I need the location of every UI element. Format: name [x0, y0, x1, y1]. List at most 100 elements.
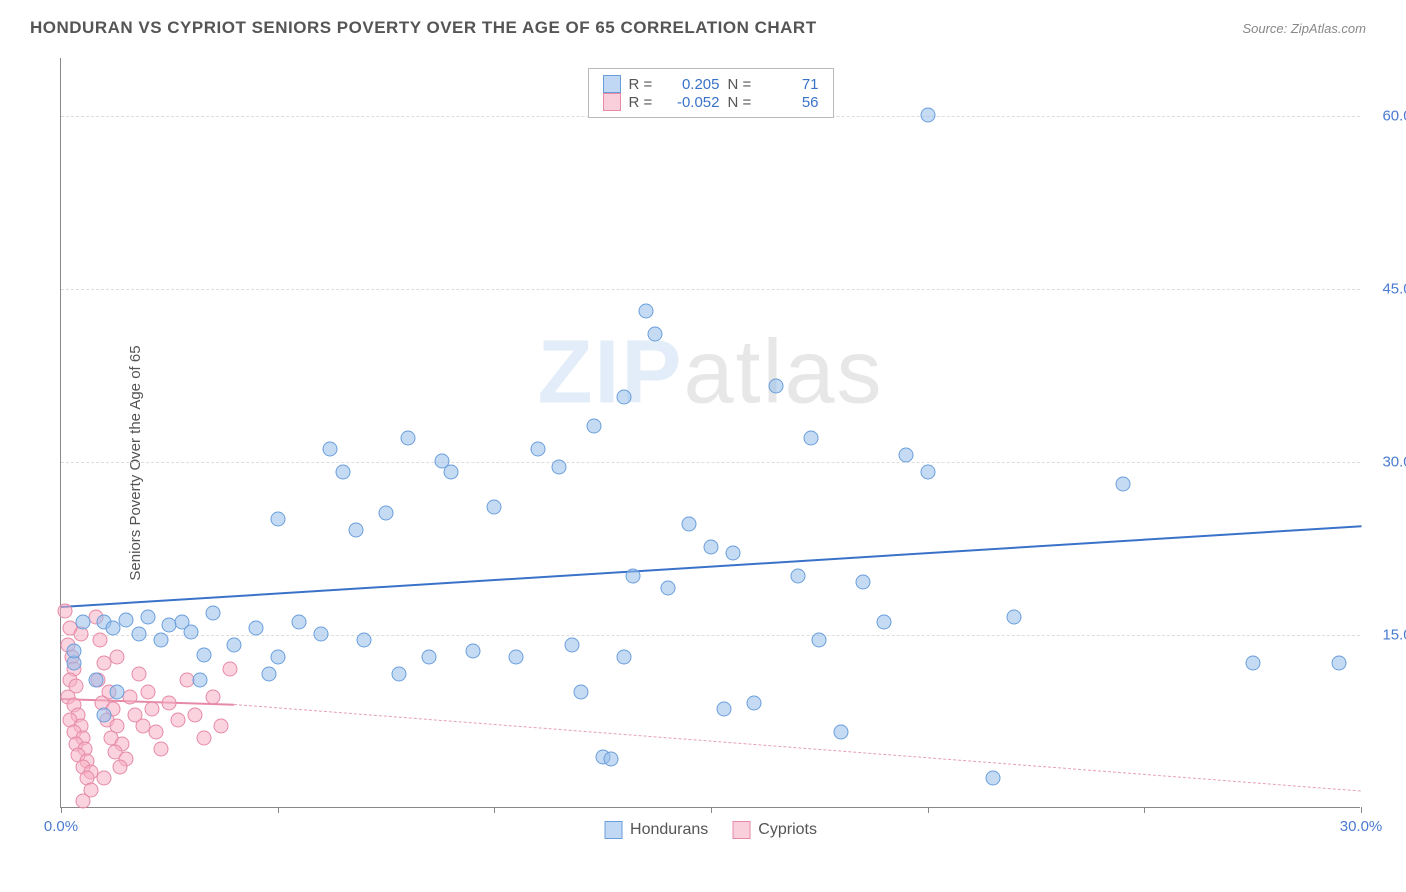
data-point: [197, 730, 212, 745]
data-point: [197, 647, 212, 662]
data-point: [123, 690, 138, 705]
chart-container: Seniors Poverty Over the Age of 65 ZIPat…: [0, 48, 1406, 878]
data-point: [322, 442, 337, 457]
data-point: [660, 580, 675, 595]
data-point: [192, 673, 207, 688]
data-point: [140, 609, 155, 624]
data-point: [184, 624, 199, 639]
data-point: [262, 667, 277, 682]
data-point: [639, 303, 654, 318]
data-point: [1007, 609, 1022, 624]
data-point: [145, 701, 160, 716]
data-point: [110, 650, 125, 665]
data-point: [704, 540, 719, 555]
data-point: [58, 603, 73, 618]
data-point: [587, 419, 602, 434]
data-point: [149, 725, 164, 740]
data-point: [617, 650, 632, 665]
data-point: [132, 667, 147, 682]
data-point: [314, 626, 329, 641]
data-point: [422, 650, 437, 665]
data-point: [1115, 476, 1130, 491]
x-tick-mark: [278, 807, 279, 813]
data-point: [717, 701, 732, 716]
data-point: [552, 459, 567, 474]
x-tick-mark: [1144, 807, 1145, 813]
trend-line: [234, 704, 1361, 792]
legend-stats: R = 0.205 N = 71 R = -0.052 N = 56: [588, 68, 834, 118]
legend-stats-row-hondurans: R = 0.205 N = 71: [603, 75, 819, 93]
data-point: [335, 465, 350, 480]
x-tick-mark: [928, 807, 929, 813]
data-point: [565, 638, 580, 653]
data-point: [509, 650, 524, 665]
data-point: [985, 771, 1000, 786]
data-point: [682, 517, 697, 532]
legend-item-hondurans: Hondurans: [604, 821, 708, 839]
data-point: [435, 453, 450, 468]
x-tick-mark: [1361, 807, 1362, 813]
data-point: [920, 465, 935, 480]
data-point: [647, 326, 662, 341]
y-tick-label: 60.0%: [1382, 107, 1406, 124]
swatch-hondurans: [603, 75, 621, 93]
data-point: [249, 621, 264, 636]
data-point: [88, 673, 103, 688]
swatch-cypriots-bottom: [732, 821, 750, 839]
x-tick-mark: [494, 807, 495, 813]
data-point: [1245, 655, 1260, 670]
data-point: [348, 523, 363, 538]
data-point: [574, 684, 589, 699]
data-point: [84, 782, 99, 797]
data-point: [270, 650, 285, 665]
x-tick-mark: [711, 807, 712, 813]
data-point: [379, 505, 394, 520]
data-point: [223, 661, 238, 676]
legend-stats-row-cypriots: R = -0.052 N = 56: [603, 93, 819, 111]
data-point: [188, 707, 203, 722]
watermark: ZIPatlas: [537, 321, 883, 424]
data-point: [920, 107, 935, 122]
y-tick-label: 45.0%: [1382, 280, 1406, 297]
data-point: [803, 430, 818, 445]
plot-area: ZIPatlas R = 0.205 N = 71 R = -0.052 N =…: [60, 58, 1360, 808]
data-point: [205, 690, 220, 705]
y-tick-label: 30.0%: [1382, 453, 1406, 470]
data-point: [855, 575, 870, 590]
data-point: [1332, 655, 1347, 670]
data-point: [67, 644, 82, 659]
data-point: [834, 725, 849, 740]
data-point: [112, 759, 127, 774]
data-point: [97, 707, 112, 722]
data-point: [400, 430, 415, 445]
data-point: [617, 390, 632, 405]
data-point: [119, 613, 134, 628]
data-point: [75, 615, 90, 630]
data-point: [153, 632, 168, 647]
data-point: [292, 615, 307, 630]
y-tick-label: 15.0%: [1382, 626, 1406, 643]
data-point: [487, 500, 502, 515]
legend-series: Hondurans Cypriots: [604, 821, 817, 839]
data-point: [357, 632, 372, 647]
data-point: [530, 442, 545, 457]
data-point: [725, 546, 740, 561]
data-point: [140, 684, 155, 699]
data-point: [392, 667, 407, 682]
data-point: [899, 448, 914, 463]
data-point: [132, 626, 147, 641]
data-point: [110, 684, 125, 699]
data-point: [93, 632, 108, 647]
data-point: [97, 771, 112, 786]
data-point: [227, 638, 242, 653]
chart-title: HONDURAN VS CYPRIOT SENIORS POVERTY OVER…: [30, 18, 817, 38]
swatch-cypriots: [603, 93, 621, 111]
data-point: [270, 511, 285, 526]
data-point: [877, 615, 892, 630]
gridline: [61, 289, 1360, 290]
data-point: [812, 632, 827, 647]
data-point: [790, 569, 805, 584]
trend-line: [61, 525, 1361, 608]
gridline: [61, 462, 1360, 463]
data-point: [465, 644, 480, 659]
